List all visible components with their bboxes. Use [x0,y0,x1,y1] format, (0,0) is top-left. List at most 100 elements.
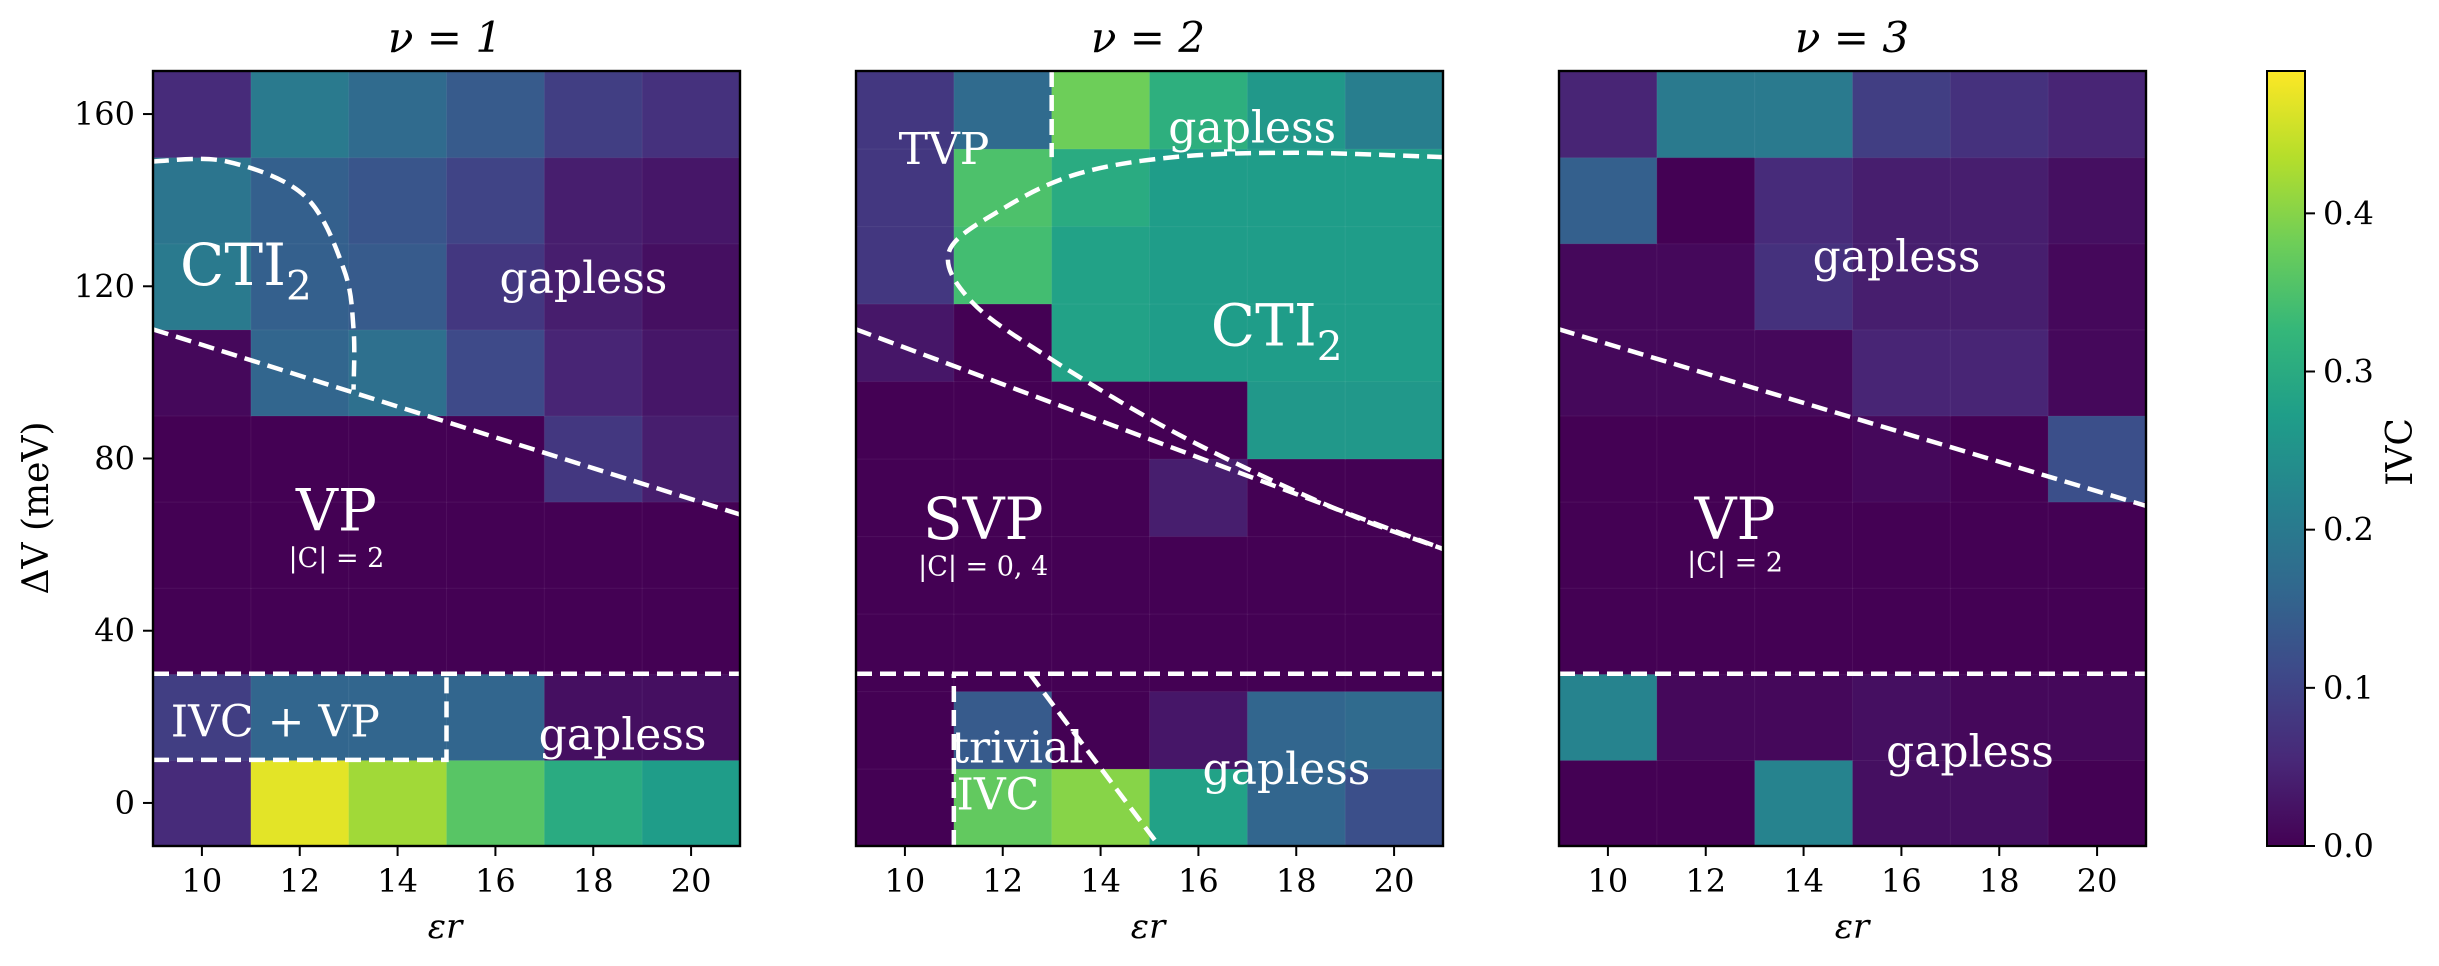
panel-2-title: ν = 2 [1091,13,1205,62]
region-label: |C| = 0, 4 [918,552,1048,583]
heatmap-cell [348,328,448,417]
heatmap-cell [2047,673,2146,761]
heatmap-cell [153,587,252,675]
region-label: gapless [1203,744,1371,795]
heatmap-cell [446,242,546,331]
heatmap-cell [1344,535,1443,615]
heatmap-cell [1852,71,1952,159]
heatmap-cell [641,156,740,245]
heatmap-cell [153,673,252,761]
heatmap-cell [1051,458,1151,538]
heatmap-cell [1246,458,1347,538]
heatmap-cell [1656,156,1756,245]
heatmap-cell [1754,587,1854,675]
region-label: TVP [899,124,990,175]
colorbar-label: IVC [2380,418,2421,486]
heatmap-cell [250,587,350,675]
heatmap-cell [1246,380,1347,460]
region-label: gapless [1813,232,1981,283]
region-label: gapless [1886,727,2054,778]
heatmap-cell [543,71,644,159]
heatmap-cell [250,328,350,417]
panel-3: gapless VP|C| = 2 gapless 10 12 14 16 18 20 [1557,69,2148,900]
heatmap-cell [446,759,546,846]
x-tick-label: 14 [377,862,418,900]
region-label: trivial [951,722,1083,773]
heatmap-cell [1246,225,1347,305]
heatmap-cell [856,303,955,383]
x-tick-label: 16 [475,862,516,900]
x-tick-label: 18 [573,862,614,900]
heatmap-cell [953,535,1053,615]
heatmap-cell [1051,148,1151,228]
heatmap-cell [1559,156,1658,245]
heatmap-cell [1344,71,1443,150]
heatmap-cell [953,690,1053,770]
heatmap-cell [543,587,644,675]
x-axis-label-panel-2: εr [1131,907,1167,947]
heatmap-cell [1246,303,1347,383]
heatmap-cell [1754,673,1854,761]
region-label: CTI2 [1211,291,1343,370]
heatmap-cell [1559,587,1658,675]
heatmap-cell [1344,303,1443,383]
heatmap-cell [856,535,955,615]
heatmap-cell [1344,768,1443,846]
heatmap-cell [153,71,252,159]
heatmap-cell [2047,156,2146,245]
region-label: gapless [539,709,707,760]
heatmap-cell [1344,225,1443,305]
heatmap-cell [543,156,644,245]
heatmap-cell [1949,673,2050,761]
x-tick-label: 10 [182,862,223,900]
heatmap-cell [1656,414,1756,503]
heatmap-cell [1149,71,1249,150]
region-label: IVC [956,770,1039,821]
x-axis-label-panel-1: εr [428,907,464,947]
heatmap-cell [543,414,644,503]
heatmap-cell [1051,535,1151,615]
heatmap-cell [1344,613,1443,693]
y-tick-label: 80 [94,440,135,478]
heatmap-cell [446,328,546,417]
heatmap-cell [953,71,1053,150]
x-tick-label: 20 [2077,862,2118,900]
x-tick-label: 12 [982,862,1023,900]
heatmap-cell [1852,759,1952,846]
x-tick-label: 16 [1881,862,1922,900]
heatmap-cell [153,414,252,503]
heatmap-cell [953,458,1053,538]
heatmap-cell [1149,458,1249,538]
heatmap-cell [1149,613,1249,693]
heatmap-cell [2047,587,2146,675]
panel-1-title: ν = 1 [388,13,502,62]
heatmap-cell [1559,501,1658,589]
axes-frame [1557,69,2148,848]
y-tick-label: 160 [74,95,135,133]
heatmap-cell [1852,242,1952,331]
phase-boundary [1027,672,1162,846]
heatmap-cell [1559,242,1658,331]
heatmap-cell [2047,501,2146,589]
heatmap-cell [1559,673,1658,761]
heatmap-cell [1949,414,2050,503]
y-tick-label: 0 [115,784,135,822]
heatmap-cell [953,303,1053,383]
colorbar: 0.0 0.1 0.2 0.3 0.4 [2266,70,2374,865]
heatmap-cell [1754,759,1854,846]
heatmap-cell [1754,242,1854,331]
heatmap-cell [250,673,350,761]
x-tick-label: 10 [1588,862,1629,900]
heatmap-cell [348,759,448,846]
x-tick-label: 10 [885,862,926,900]
heatmap-cell [1852,501,1952,589]
x-axis-label-panel-3: εr [1835,907,1871,947]
heatmap-cell [446,587,546,675]
phase-boundary [153,327,740,517]
heatmap-cell [1949,501,2050,589]
heatmap-cell [1246,613,1347,693]
heatmap-cell [953,225,1053,305]
heatmap-cell [250,156,350,245]
region-label: gapless [1168,102,1336,153]
